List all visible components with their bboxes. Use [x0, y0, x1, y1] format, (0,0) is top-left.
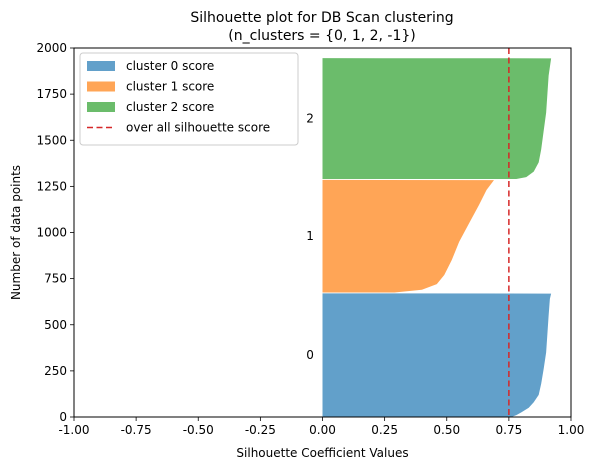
y-tick-label: 750	[44, 272, 67, 286]
silhouette-area-cluster-2	[322, 58, 552, 179]
y-axis-label: Number of data points	[9, 165, 23, 300]
y-tick-label: 1250	[36, 179, 67, 193]
legend-label: cluster 1 score	[126, 80, 214, 94]
x-tick-label: -0.25	[245, 423, 276, 437]
plot-area: 0 1 2	[306, 48, 552, 417]
y-tick-label: 1750	[36, 87, 67, 101]
legend-label: cluster 2 score	[126, 100, 214, 114]
axis-ticks: -1.00 -0.75 -0.50 -0.25 0.00 0.25 0.50 0.75 1.00…	[36, 41, 584, 437]
y-tick-label: 0	[59, 410, 67, 424]
legend-swatch	[87, 102, 115, 112]
x-tick-label: 0.75	[496, 423, 523, 437]
chart-subtitle: (n_clusters = {0, 1, 2, -1})	[228, 28, 416, 44]
legend: cluster 0 score cluster 1 score cluster 2 …	[79, 52, 299, 146]
y-tick-label: 1000	[36, 226, 67, 240]
cluster-label-2: 2	[306, 112, 314, 126]
legend-label: cluster 0 score	[126, 59, 214, 73]
y-tick-label: 500	[44, 318, 67, 332]
cluster-label-0: 0	[306, 348, 314, 362]
cluster-label-1: 1	[306, 229, 314, 243]
x-axis-label: Silhouette Coefficient Values	[236, 446, 408, 460]
x-tick-label: -0.75	[121, 423, 152, 437]
silhouette-area-cluster-0	[322, 293, 552, 417]
x-tick-label: -0.50	[183, 423, 214, 437]
y-tick-label: 250	[44, 364, 67, 378]
x-tick-label: 1.00	[558, 423, 585, 437]
x-tick-label: 0.50	[433, 423, 460, 437]
y-tick-label: 1500	[36, 133, 67, 147]
legend-label: over all silhouette score	[126, 121, 270, 135]
legend-swatch	[87, 61, 115, 71]
x-tick-label: 0.25	[371, 423, 398, 437]
x-tick-label: 0.00	[309, 423, 336, 437]
x-tick-label: -1.00	[58, 423, 89, 437]
chart-title: Silhouette plot for DB Scan clustering	[190, 10, 453, 26]
y-tick-label: 2000	[36, 41, 67, 55]
silhouette-area-cluster-1	[322, 179, 494, 293]
legend-swatch	[87, 81, 115, 92]
legend-box	[79, 52, 299, 146]
plot-frame	[73, 47, 572, 418]
